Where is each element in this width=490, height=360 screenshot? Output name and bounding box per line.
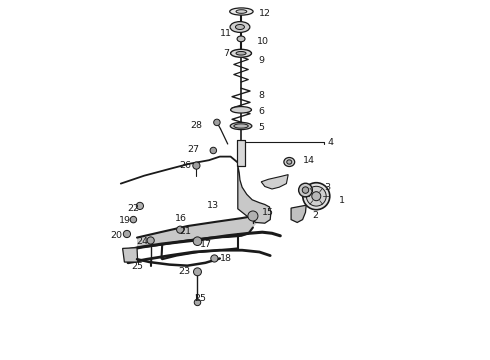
Text: 12: 12 [259,9,270,18]
Text: 7: 7 [223,49,229,58]
Circle shape [194,299,201,306]
Circle shape [130,216,137,223]
Text: 14: 14 [303,156,315,165]
Text: 22: 22 [127,204,139,213]
Text: 1: 1 [339,196,345,204]
Polygon shape [122,248,138,262]
Circle shape [194,268,201,276]
Text: 4: 4 [328,138,334,147]
Circle shape [147,237,154,244]
Text: 15: 15 [262,208,274,217]
Ellipse shape [234,124,248,128]
Ellipse shape [236,24,245,30]
Ellipse shape [231,107,251,113]
Ellipse shape [231,49,251,57]
Ellipse shape [230,22,250,32]
Circle shape [248,211,258,221]
Circle shape [136,202,144,210]
Ellipse shape [302,187,309,193]
Polygon shape [261,175,288,189]
Text: 24: 24 [137,238,148,247]
Text: 5: 5 [259,123,265,132]
Circle shape [193,237,202,246]
Text: 13: 13 [207,201,219,210]
Circle shape [176,226,184,233]
Text: 16: 16 [175,214,187,223]
Text: 3: 3 [324,183,330,192]
Text: 21: 21 [180,227,192,236]
Circle shape [193,162,200,169]
Text: 17: 17 [200,240,212,248]
Text: 8: 8 [259,91,265,100]
Text: 23: 23 [178,267,190,276]
Text: 10: 10 [257,37,269,46]
Text: 28: 28 [190,122,202,130]
Text: 18: 18 [220,254,232,263]
Ellipse shape [306,186,326,206]
Text: 6: 6 [259,107,265,116]
Ellipse shape [230,122,252,130]
Ellipse shape [284,157,294,166]
Text: 25: 25 [194,294,206,303]
Polygon shape [291,205,306,222]
Ellipse shape [287,160,292,164]
Text: 27: 27 [187,145,199,154]
Text: 26: 26 [179,161,191,170]
Ellipse shape [237,36,245,42]
Ellipse shape [230,8,253,15]
Ellipse shape [312,192,321,201]
Text: 9: 9 [259,56,265,65]
Polygon shape [237,140,245,166]
Text: 20: 20 [110,231,122,240]
Text: 19: 19 [119,216,131,225]
Circle shape [214,119,220,126]
Ellipse shape [303,183,330,210]
Polygon shape [238,166,271,223]
Text: 11: 11 [220,29,232,37]
Circle shape [123,230,130,238]
Circle shape [211,255,218,262]
Ellipse shape [236,51,246,55]
Ellipse shape [298,183,312,197]
Text: 25: 25 [131,262,144,271]
Ellipse shape [236,10,247,13]
Text: 2: 2 [313,211,318,220]
Circle shape [210,147,217,154]
Polygon shape [137,215,262,248]
